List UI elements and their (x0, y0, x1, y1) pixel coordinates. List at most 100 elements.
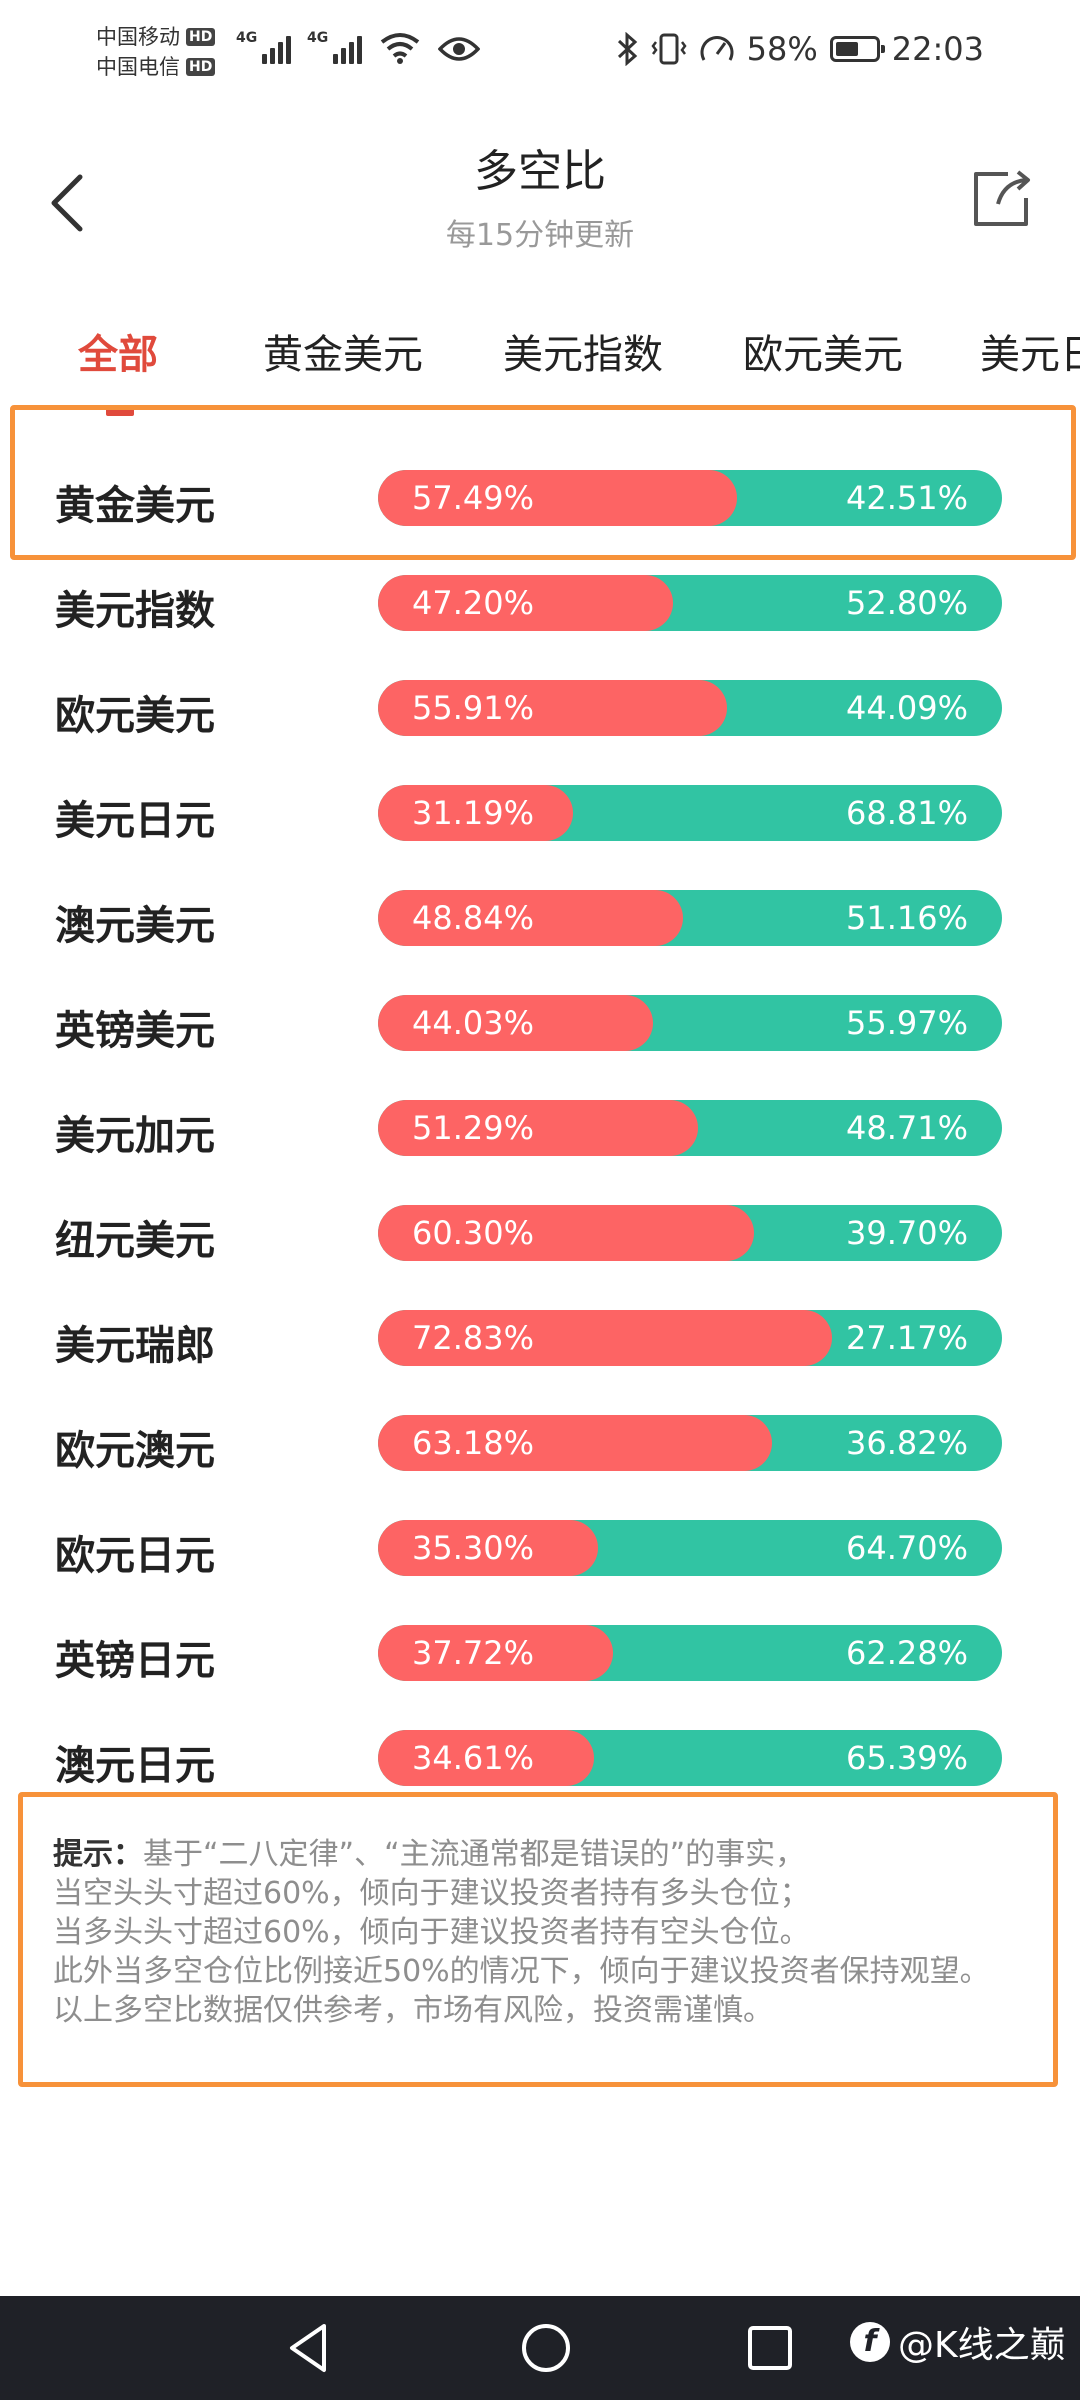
share-icon (974, 170, 1030, 226)
short-percent: 27.17% (845, 1319, 968, 1357)
long-percent: 35.30% (412, 1529, 535, 1567)
tab-all[interactable]: 全部 (78, 332, 158, 378)
pair-name: 欧元美元 (55, 693, 215, 739)
long-percent: 60.30% (412, 1214, 535, 1252)
long-percent: 47.20% (412, 584, 535, 622)
status-right: 58% 22:03 (615, 30, 984, 68)
long-segment (378, 995, 653, 1051)
long-segment (378, 1730, 594, 1786)
battery-percent: 58% (746, 30, 818, 68)
ratio-bar: 60.30% 39.70% (378, 1205, 1002, 1261)
tab-eurusd[interactable]: 欧元美元 (743, 332, 903, 378)
short-percent: 51.16% (845, 899, 968, 937)
long-percent: 51.29% (412, 1109, 535, 1147)
nav-back-icon[interactable] (280, 2318, 340, 2378)
pair-name: 英镑日元 (55, 1638, 215, 1684)
ratio-bar: 48.84% 51.16% (378, 890, 1002, 946)
tip-line: 当多头头寸超过60%，倾向于建议投资者持有空头仓位。 (53, 1915, 810, 1950)
nav-recent-icon[interactable] (744, 2322, 796, 2374)
long-percent: 37.72% (412, 1634, 535, 1672)
ratio-row[interactable]: 欧元澳元 63.18% 36.82% (0, 1390, 1080, 1495)
ratio-row[interactable]: 英镑日元 37.72% 62.28% (0, 1600, 1080, 1705)
eye-icon (438, 37, 480, 61)
pair-name: 澳元美元 (55, 903, 215, 949)
tab-xauusd[interactable]: 黄金美元 (263, 332, 423, 378)
long-segment (378, 1310, 833, 1366)
wifi-icon (380, 33, 420, 64)
short-percent: 65.39% (845, 1739, 968, 1777)
long-percent: 34.61% (412, 1739, 535, 1777)
pair-name: 欧元澳元 (55, 1428, 215, 1474)
ratio-row[interactable]: 澳元美元 48.84% 51.16% (0, 865, 1080, 970)
long-segment (378, 1520, 599, 1576)
ratio-row[interactable]: 欧元日元 35.30% 64.70% (0, 1495, 1080, 1600)
ratio-row[interactable]: 美元瑞郎 72.83% 27.17% (0, 1285, 1080, 1390)
page-header: 多空比 每15分钟更新 (0, 110, 1080, 280)
tip-panel: 提示：基于“二八定律”、“主流通常都是错误的”的事实， 当空头头寸超过60%，倾… (18, 1792, 1058, 2087)
signal-icon: 4G (236, 30, 291, 64)
signal-indicators: 4G 4G (236, 30, 480, 64)
ratio-bar: 31.19% 68.81% (378, 785, 1002, 841)
short-percent: 68.81% (845, 794, 968, 832)
tip-line: 此外当多空仓位比例接近50%的情况下，倾向于建议投资者保持观望。 (53, 1954, 990, 1989)
short-percent: 48.71% (845, 1109, 968, 1147)
tip-line: 提示：基于“二八定律”、“主流通常都是错误的”的事实， (53, 1835, 1027, 1874)
short-percent: 36.82% (845, 1424, 968, 1462)
long-percent: 72.83% (412, 1319, 535, 1357)
long-segment (378, 1625, 614, 1681)
clock: 22:03 (891, 30, 984, 68)
watermark-logo-icon: f (850, 2322, 890, 2362)
long-segment (378, 785, 573, 841)
watermark-text: @K线之巅 (898, 2325, 1066, 2366)
battery-icon (829, 36, 885, 62)
hd-badge: HD (186, 58, 216, 76)
tip-line: 以上多空比数据仅供参考，市场有风险，投资需谨慎。 (53, 1993, 773, 2028)
tip-label: 提示： (53, 1837, 143, 1872)
tab-usd-index[interactable]: 美元指数 (503, 332, 663, 378)
short-percent: 39.70% (845, 1214, 968, 1252)
carrier-1: 中国移动 (96, 25, 180, 49)
ratio-row[interactable]: 美元指数 47.20% 52.80% (0, 550, 1080, 655)
long-segment (378, 1205, 755, 1261)
system-nav-bar: f @K线之巅 (0, 2296, 1080, 2400)
tip-text: 基于“二八定律”、“主流通常都是错误的”的事实， (143, 1837, 806, 1872)
ratio-bar: 51.29% 48.71% (378, 1100, 1002, 1156)
short-percent: 64.70% (845, 1529, 968, 1567)
nav-home-icon[interactable] (516, 2318, 576, 2378)
long-percent: 57.49% (412, 479, 535, 517)
back-button[interactable] (40, 155, 110, 245)
long-segment (378, 680, 727, 736)
short-percent: 62.28% (845, 1634, 968, 1672)
pair-name: 美元瑞郎 (55, 1323, 215, 1369)
pair-name: 美元指数 (55, 588, 215, 634)
ratio-row[interactable]: 美元加元 51.29% 48.71% (0, 1075, 1080, 1180)
ratio-row[interactable]: 美元日元 31.19% 68.81% (0, 760, 1080, 865)
bluetooth-icon (617, 32, 637, 66)
ratio-bar: 34.61% 65.39% (378, 1730, 1002, 1786)
long-segment (378, 575, 673, 631)
pair-name: 美元加元 (55, 1113, 215, 1159)
category-tabs: 全部 黄金美元 美元指数 欧元美元 美元日元 (0, 300, 1080, 420)
tab-usdjpy[interactable]: 美元日元 (980, 332, 1080, 378)
short-percent: 44.09% (845, 689, 968, 727)
long-percent: 55.91% (412, 689, 535, 727)
ratio-row[interactable]: 黄金美元 57.49% 42.51% (0, 445, 1080, 550)
ratio-row[interactable]: 英镑美元 44.03% 55.97% (0, 970, 1080, 1075)
ratio-bar: 37.72% 62.28% (378, 1625, 1002, 1681)
ratio-bar: 47.20% 52.80% (378, 575, 1002, 631)
ratio-bar: 35.30% 64.70% (378, 1520, 1002, 1576)
ratio-bar: 55.91% 44.09% (378, 680, 1002, 736)
update-interval: 每15分钟更新 (445, 218, 635, 253)
long-percent: 48.84% (412, 899, 535, 937)
highlight-annotation (10, 405, 1076, 560)
long-segment (378, 890, 683, 946)
signal-icon: 4G (307, 30, 362, 64)
ratio-row[interactable]: 澳元日元 34.61% 65.39% (0, 1705, 1080, 1810)
pair-name: 澳元日元 (55, 1743, 215, 1789)
ratio-bar: 44.03% 55.97% (378, 995, 1002, 1051)
long-segment (378, 1100, 699, 1156)
ratio-bar: 63.18% 36.82% (378, 1415, 1002, 1471)
share-button[interactable] (960, 158, 1040, 238)
ratio-row[interactable]: 纽元美元 60.30% 39.70% (0, 1180, 1080, 1285)
ratio-row[interactable]: 欧元美元 55.91% 44.09% (0, 655, 1080, 760)
